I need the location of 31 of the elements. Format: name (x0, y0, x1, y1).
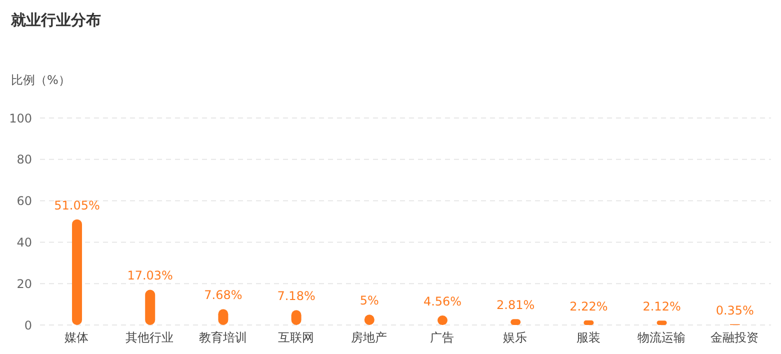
y-tick-label: 80 (16, 152, 32, 167)
x-tick-label: 媒体 (64, 330, 89, 345)
x-tick-label: 房地产 (350, 330, 387, 345)
bar (72, 219, 82, 325)
x-tick-label: 娱乐 (503, 330, 528, 345)
y-tick-label: 100 (9, 111, 32, 126)
data-label: 2.12% (642, 300, 681, 314)
bar (145, 290, 156, 325)
bar (656, 320, 667, 325)
data-label: 7.68% (204, 288, 242, 302)
y-tick-label: 0 (24, 318, 32, 332)
data-label: 2.22% (570, 299, 608, 314)
x-tick-label: 广告 (430, 330, 454, 345)
y-axis-title: 比例（%） (11, 72, 70, 89)
x-tick-label: 教育培训 (198, 330, 247, 345)
x-tick-label: 互联网 (278, 330, 314, 345)
data-label: 2.81% (496, 298, 535, 312)
y-tick-label: 40 (16, 235, 32, 250)
x-tick-label: 物流运输 (637, 330, 686, 345)
x-tick-label: 服装 (576, 330, 600, 345)
y-tick-label: 20 (16, 276, 32, 291)
data-label: 7.18% (277, 289, 316, 304)
data-label: 4.56% (423, 294, 462, 309)
data-label: 51.05% (54, 198, 100, 212)
data-label: 17.03% (127, 268, 173, 283)
chart-title: 就业行业分布 (11, 11, 101, 30)
y-tick-label: 60 (16, 194, 32, 208)
data-label: 5% (360, 294, 379, 308)
x-tick-label: 金融投资 (710, 330, 758, 345)
x-tick-label: 其他行业 (126, 330, 174, 345)
data-label: 0.35% (716, 303, 754, 318)
